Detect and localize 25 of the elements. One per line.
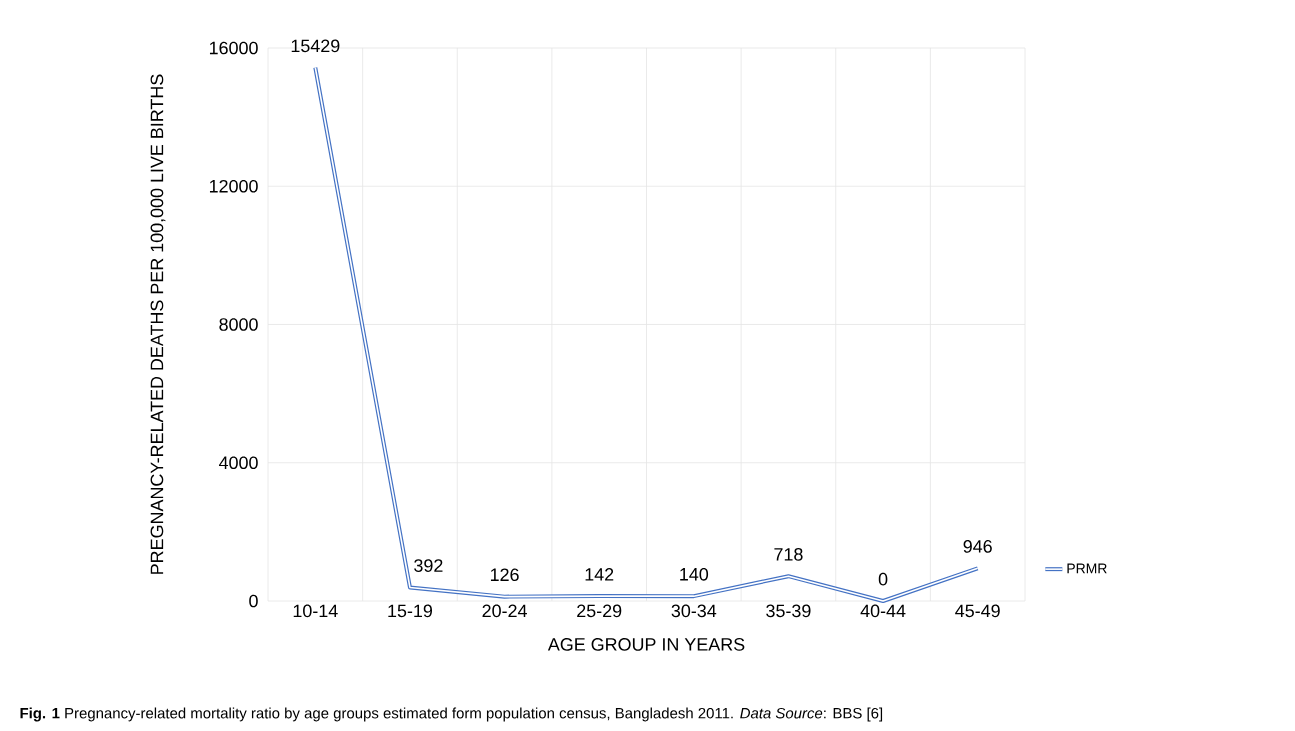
- x-tick-label: 35-39: [766, 604, 811, 618]
- y-tick-label: 0: [249, 594, 258, 608]
- x-axis-title: AGE GROUP IN YEARS: [547, 638, 745, 651]
- legend-label: PRMR: [1067, 563, 1107, 574]
- data-label: 142: [585, 568, 614, 581]
- x-tick-label: 25-29: [577, 604, 622, 618]
- y-tick-label: 8000: [219, 318, 258, 331]
- data-label: 15429: [291, 39, 340, 53]
- y-axis-title: PREGNANCY-RELATED DEATHS PER 100,000 LIVE BIRTHS: [150, 74, 166, 574]
- y-tick-label: 12000: [209, 179, 258, 193]
- x-tick-label: 15-19: [388, 604, 433, 618]
- x-tick-label: 45-49: [955, 604, 1000, 618]
- data-label: 126: [490, 568, 519, 582]
- data-label: 946: [963, 540, 992, 553]
- x-tick-label: 10-14: [293, 604, 338, 618]
- text: Fig. 1 Pregnancy-related mortality ratio by age groups estimated form population census, Bangladesh 2011. Data Source: BBS [6]: [20, 707, 883, 722]
- x-tick-label: 20-24: [482, 604, 527, 618]
- x-tick-label: 30-34: [671, 604, 717, 618]
- x-tick-label: 40-44: [860, 604, 906, 618]
- y-tick-label: 4000: [218, 456, 258, 470]
- data-label: 0: [878, 572, 888, 586]
- data-label: 392: [414, 559, 443, 572]
- y-tick-label: 16000: [209, 41, 258, 55]
- data-label: 140: [680, 567, 709, 581]
- data-label: 718: [774, 547, 803, 561]
